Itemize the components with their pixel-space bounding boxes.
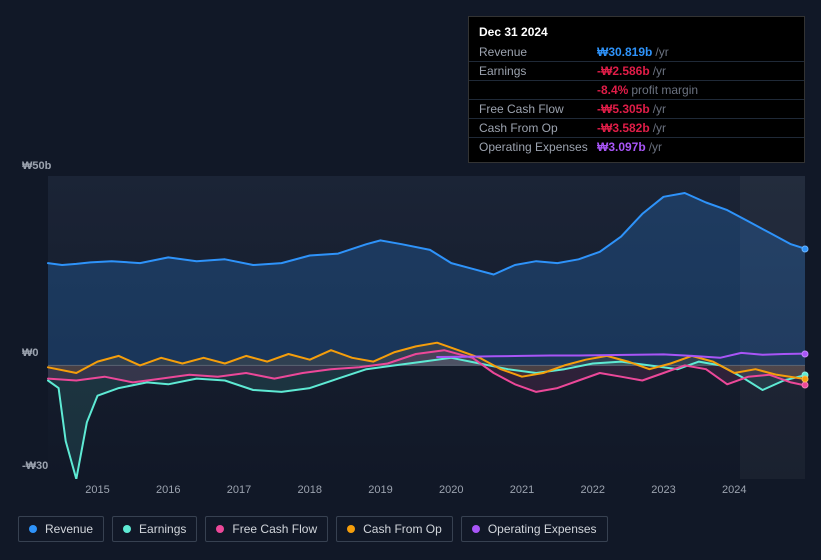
tooltip-row: Earnings-₩2.586b/yr	[469, 61, 804, 80]
tooltip-value: -₩3.582b/yr	[597, 121, 666, 135]
x-axis-tick: 2024	[722, 484, 746, 496]
legend-item[interactable]: Free Cash Flow	[205, 516, 328, 542]
x-axis-tick: 2023	[651, 484, 675, 496]
legend-dot-icon	[29, 525, 37, 533]
legend-label: Free Cash Flow	[232, 522, 317, 536]
tooltip-row: Revenue₩30.819b/yr	[469, 43, 804, 61]
x-axis-tick: 2017	[227, 484, 251, 496]
tooltip-label: Revenue	[479, 45, 597, 59]
tooltip-row: Free Cash Flow-₩5.305b/yr	[469, 99, 804, 118]
series-end-marker	[802, 382, 809, 389]
legend-dot-icon	[347, 525, 355, 533]
legend-item[interactable]: Operating Expenses	[461, 516, 608, 542]
series-end-marker	[802, 350, 809, 357]
tooltip-row: Operating Expenses₩3.097b/yr	[469, 137, 804, 156]
tooltip-label: Earnings	[479, 64, 597, 78]
legend-item[interactable]: Cash From Op	[336, 516, 453, 542]
tooltip-value: ₩30.819b/yr	[597, 45, 669, 59]
x-axis-tick: 2022	[581, 484, 605, 496]
x-axis-tick: 2020	[439, 484, 463, 496]
legend-label: Cash From Op	[363, 522, 442, 536]
legend-dot-icon	[472, 525, 480, 533]
tooltip-value: -8.4%profit margin	[597, 83, 698, 97]
tooltip-row: Cash From Op-₩3.582b/yr	[469, 118, 804, 137]
tooltip-label: Cash From Op	[479, 121, 597, 135]
tooltip-value: -₩2.586b/yr	[597, 64, 666, 78]
legend-item[interactable]: Revenue	[18, 516, 104, 542]
x-axis-tick: 2018	[298, 484, 322, 496]
financial-line-chart[interactable]	[18, 160, 805, 479]
series-end-marker	[802, 245, 809, 252]
legend-label: Earnings	[139, 522, 186, 536]
tooltip-label	[479, 83, 597, 97]
legend-item[interactable]: Earnings	[112, 516, 197, 542]
tooltip-value: -₩5.305b/yr	[597, 102, 666, 116]
x-axis-tick: 2021	[510, 484, 534, 496]
x-axis-tick: 2019	[368, 484, 392, 496]
legend-dot-icon	[123, 525, 131, 533]
legend-label: Revenue	[45, 522, 93, 536]
tooltip-date: Dec 31 2024	[469, 23, 804, 43]
tooltip-value: ₩3.097b/yr	[597, 140, 662, 154]
legend-label: Operating Expenses	[488, 522, 597, 536]
tooltip-label: Operating Expenses	[479, 140, 597, 154]
tooltip-row: -8.4%profit margin	[469, 80, 804, 99]
legend-dot-icon	[216, 525, 224, 533]
x-axis: 2015 2016 2017 2018 2019 2020 2021 2022 2023 2024	[18, 484, 805, 500]
x-axis-tick: 2015	[85, 484, 109, 496]
tooltip-label: Free Cash Flow	[479, 102, 597, 116]
chart-legend: Revenue Earnings Free Cash Flow Cash From O…	[18, 516, 608, 542]
x-axis-tick: 2016	[156, 484, 180, 496]
chart-tooltip: Dec 31 2024 Revenue₩30.819b/yrEarnings-₩…	[468, 16, 805, 163]
series-end-marker	[802, 376, 809, 383]
